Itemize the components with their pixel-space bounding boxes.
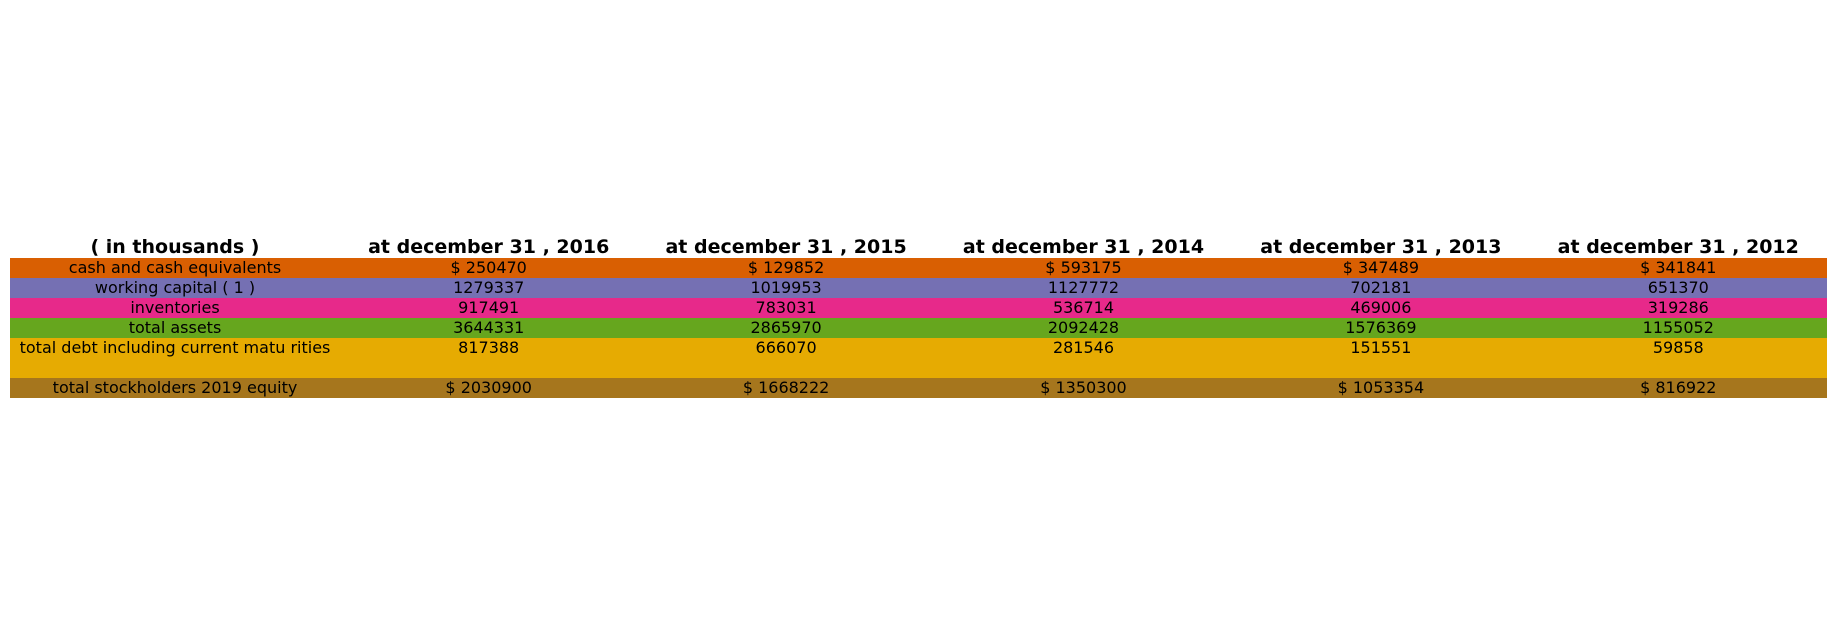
table-row-stockholders-equity: total stockholders 2019 equity $ 2030900… [10,378,1827,398]
table-cell: 1576369 [1345,318,1417,337]
table-cell: 469006 [1350,298,1412,317]
table-cell: 1127772 [1047,278,1120,297]
data-table: ( in thousands ) at december 31 , 2016 a… [10,234,1827,398]
table-cell: 783031 [755,298,817,317]
row-label-working-capital: working capital ( 1 ) [94,278,256,297]
table-header: ( in thousands ) at december 31 , 2016 a… [10,234,1827,258]
table-cell: 2092428 [1047,318,1120,337]
table-cell: $ 129852 [747,258,825,277]
header-cell-label: ( in thousands ) [90,236,260,258]
table-cell: $ 250470 [450,258,527,277]
header-cell-2014: at december 31 , 2014 [962,236,1205,258]
table-cell: 702181 [1350,278,1412,297]
table-cell: $ 347489 [1342,258,1420,277]
table-row-inventories: inventories 917491 783031 536714 469006 … [10,298,1827,318]
table-cell: 1019953 [750,278,822,297]
row-label-inventories: inventories [130,298,220,317]
table-row-cash: cash and cash equivalents $ 250470 $ 129… [10,258,1827,278]
header-row: ( in thousands ) at december 31 , 2016 a… [10,234,1827,258]
row-label-stockholders-equity: total stockholders 2019 equity [52,378,298,397]
table-cell: $ 816922 [1640,378,1717,397]
table-row-working-capital: working capital ( 1 ) 1279337 1019953 11… [10,278,1827,298]
table-cell: $ 2030900 [445,378,532,397]
table-cell: 1155052 [1642,318,1714,337]
table-row-total-assets: total assets 3644331 2865970 2092428 157… [10,318,1827,338]
table-cell: 817388 [458,338,520,357]
table-cell: 651370 [1647,278,1709,297]
header-cell-2016: at december 31 , 2016 [368,236,610,258]
table-cell: $ 341841 [1640,258,1717,277]
table-cell: 666070 [755,338,817,357]
row-label-total-assets: total assets [128,318,222,337]
table-cell: $ 1668222 [742,378,830,397]
table-cell: $ 1350300 [1040,378,1127,397]
table-cell: 3644331 [453,318,525,337]
row-label-cash: cash and cash equivalents [68,258,282,277]
header-cell-2015: at december 31 , 2015 [665,236,907,258]
table-cell: $ 1053354 [1337,378,1425,397]
table-cell: 2865970 [750,318,822,337]
header-cell-2012: at december 31 , 2012 [1557,236,1799,258]
row-label-total-debt: total debt including current matu rities [19,338,331,357]
table-cell: 59858 [1652,338,1704,357]
table-cell: 917491 [458,298,520,317]
table-body: cash and cash equivalents $ 250470 $ 129… [10,258,1827,398]
table-row-total-debt: total debt including current matu rities… [10,338,1827,378]
header-cell-2013: at december 31 , 2013 [1260,236,1502,258]
table-cell: 151551 [1350,338,1412,357]
table-cell: $ 593175 [1045,258,1122,277]
table-cell: 281546 [1052,338,1115,357]
financial-data-table: ( in thousands ) at december 31 , 2016 a… [10,234,1827,398]
table-cell: 536714 [1052,298,1115,317]
table-cell: 319286 [1647,298,1709,317]
table-cell: 1279337 [453,278,525,297]
